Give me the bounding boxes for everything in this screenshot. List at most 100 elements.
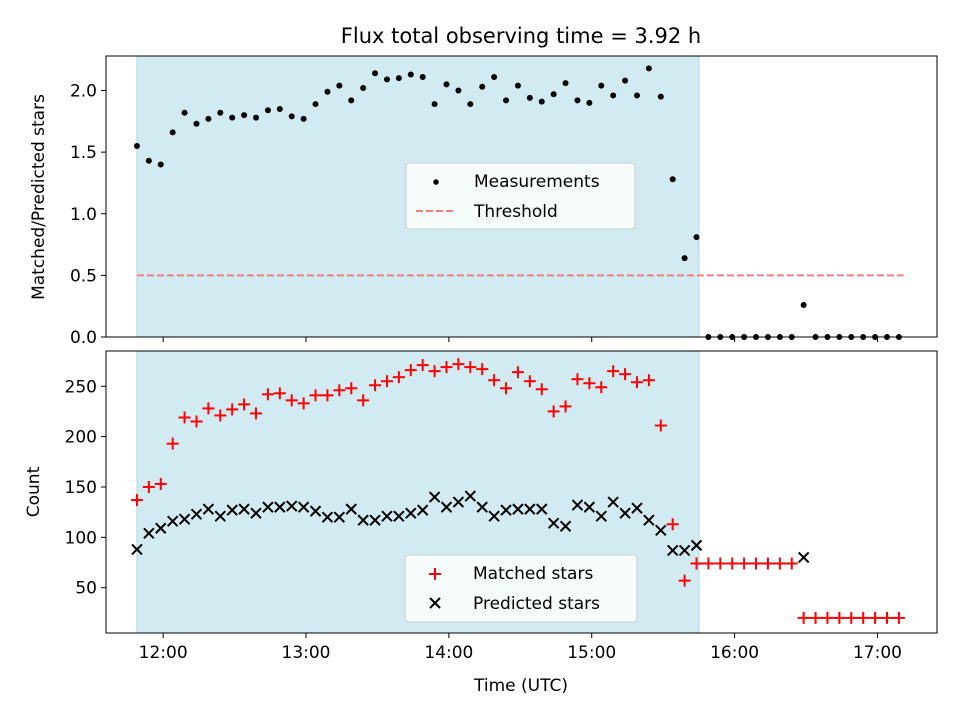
legend-matched-label: Matched stars: [473, 564, 593, 584]
matched-star-point: [738, 557, 751, 570]
matched-star-point: [416, 359, 429, 372]
matched-star-point: [726, 557, 739, 570]
predicted-star-point: [595, 510, 607, 522]
measurement-point: [395, 75, 402, 82]
matched-star-point: [845, 611, 858, 624]
x-axis-label: Time (UTC): [473, 676, 568, 696]
predicted-star-point: [797, 551, 810, 564]
measurement-point: [169, 129, 176, 136]
predicted-star-point: [643, 514, 655, 526]
matched-star-point: [428, 365, 441, 378]
predicted-star-point: [452, 496, 465, 508]
matched-star-point: [380, 375, 393, 388]
predicted-star-point: [155, 522, 167, 534]
top-y-axis-label: Matched/Predicted stars: [29, 94, 49, 300]
matched-star-point: [535, 383, 548, 396]
x-tick-label: 15:00: [567, 643, 616, 663]
legend-threshold-label: Threshold: [473, 202, 558, 222]
predicted-star-point: [274, 501, 286, 513]
predicted-star-point: [631, 502, 643, 514]
matched-star-point: [130, 494, 143, 507]
measurement-point: [467, 101, 474, 108]
y-tick-label: 50: [75, 579, 97, 599]
predicted-star-point: [524, 503, 536, 515]
measurement-point: [526, 94, 533, 101]
measurement-point: [372, 70, 379, 77]
predicted-star-point: [393, 510, 405, 522]
top-x-ticks: [162, 337, 878, 342]
legend-measurements-label: Measurements: [474, 172, 600, 192]
measurement-point: [491, 73, 498, 80]
matched-star-point: [654, 419, 667, 432]
bottom-legend-box: [404, 554, 638, 623]
predicted-star-point: [286, 500, 298, 512]
y-tick-label: 0.0: [70, 328, 97, 348]
predicted-star-point: [583, 501, 596, 513]
matched-star-point: [785, 557, 798, 570]
matched-star-point: [773, 557, 786, 570]
predicted-star-point: [547, 517, 560, 529]
measurement-point: [133, 142, 140, 149]
matched-star-point: [892, 611, 905, 624]
measurement-point: [336, 82, 343, 89]
bottom-axes-frame: [105, 350, 938, 634]
measurement-point: [419, 73, 426, 80]
measurement-point: [300, 115, 307, 122]
predicted-star-point: [488, 510, 500, 522]
matched-star-point: [595, 381, 608, 394]
measurement-point: [633, 92, 640, 99]
legend-predicted-marker: [429, 597, 441, 609]
matched-star-point: [345, 382, 358, 395]
predicted-star-point: [321, 511, 334, 523]
measurement-point: [431, 101, 438, 108]
predicted-star-point: [690, 539, 703, 552]
matched-star-point: [809, 611, 822, 624]
matched-star-point: [821, 611, 834, 624]
matched-star-point: [273, 387, 286, 400]
measurement-point: [562, 80, 569, 87]
measurement-point: [264, 107, 271, 114]
legend-matched-marker: [429, 568, 441, 580]
chart-title: Flux total observing time = 3.92 h: [341, 24, 701, 48]
matched-star-point: [559, 400, 572, 413]
matched-star-point: [523, 375, 536, 388]
y-tick-label: 100: [65, 528, 97, 548]
matched-star-point: [285, 394, 298, 407]
predicted-star-point: [476, 501, 488, 513]
matched-star-point: [678, 574, 691, 587]
bottom-y-ticks: 50 100 150 200 250: [65, 377, 106, 599]
measurement-point: [610, 92, 617, 99]
predicted-star-point: [166, 515, 179, 527]
measurement-point: [681, 255, 688, 262]
top-axes-frame: [105, 55, 938, 338]
matched-star-point: [476, 363, 489, 376]
predicted-star-point: [333, 511, 346, 523]
predicted-star-point: [571, 499, 584, 511]
matched-star-point: [166, 437, 179, 450]
predicted-star-point: [357, 514, 369, 526]
x-tick-label: 17:00: [853, 643, 902, 663]
measurement-point: [669, 176, 676, 183]
matched-star-point: [142, 480, 155, 493]
matched-star-point: [190, 415, 203, 428]
measurement-point: [241, 112, 248, 119]
predicted-star-point: [655, 524, 667, 536]
matched-stars-points: [130, 358, 905, 624]
measurement-point: [229, 114, 236, 121]
matched-star-point: [369, 379, 382, 392]
measurement-point: [693, 234, 700, 241]
measurement-point: [550, 91, 557, 98]
predicted-star-point: [262, 501, 274, 513]
matched-star-point: [452, 358, 465, 371]
matched-star-point: [226, 403, 239, 416]
predicted-star-point: [238, 503, 250, 515]
measurement-point: [503, 97, 510, 104]
matched-star-point: [583, 377, 596, 390]
legend-measurements-marker: [433, 179, 439, 185]
matched-star-point: [750, 557, 763, 570]
predicted-star-point: [131, 543, 143, 556]
measurement-point: [324, 88, 331, 95]
predicted-star-point: [619, 507, 631, 519]
predicted-stars-points: [131, 490, 810, 564]
predicted-star-point: [178, 513, 191, 525]
